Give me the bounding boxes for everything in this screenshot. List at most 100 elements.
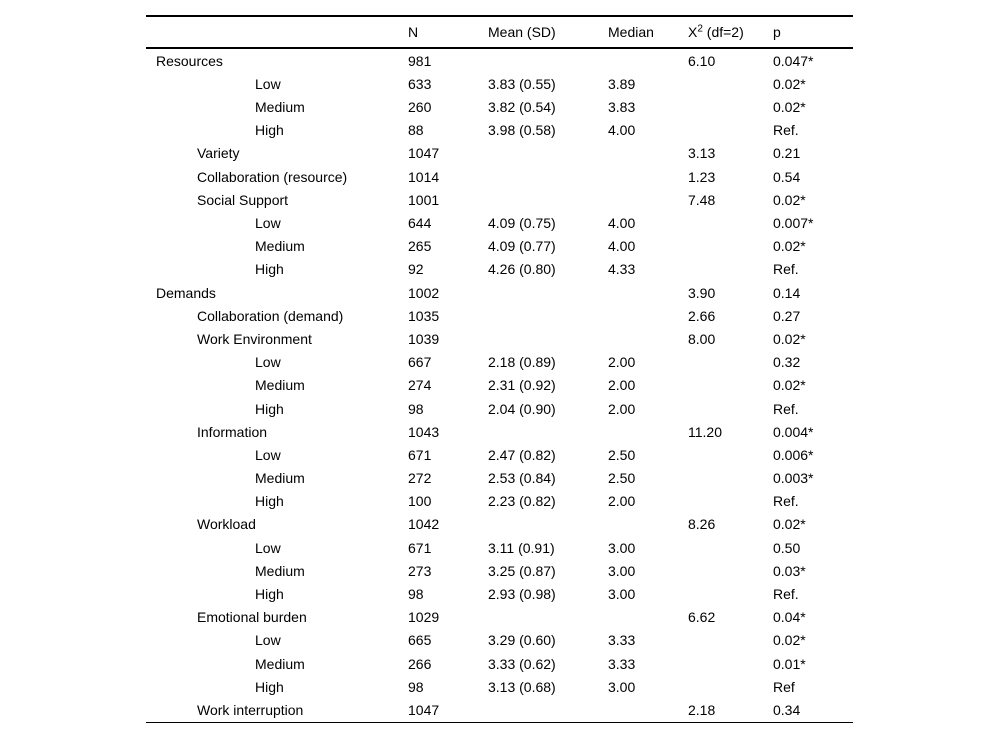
cell-chi-square: 2.18 [688,701,716,718]
table-row: Medium 274 2.31 (0.92) 2.00 0.02* [146,374,853,397]
cell-n: 671 [408,446,432,463]
header-median: Median [608,23,654,40]
cell-mean-sd: 2.47 (0.82) [488,446,556,463]
cell-n: 1043 [408,423,440,440]
cell-n: 92 [408,261,424,278]
row-label: Low [255,539,281,556]
cell-p-value: Ref [773,678,795,695]
cell-p-value: Ref. [773,122,799,139]
cell-median: 3.83 [608,99,636,116]
cell-chi-square: 6.10 [688,52,716,69]
cell-chi-square: 7.48 [688,191,716,208]
cell-mean-sd: 2.31 (0.92) [488,377,556,394]
table-row: Collaboration (demand) 1035 2.66 0.27 [146,304,853,327]
table-row: Resources 981 6.10 0.047* [146,49,853,72]
cell-mean-sd: 3.83 (0.55) [488,75,556,92]
cell-p-value: 0.34 [773,701,801,718]
row-label: High [255,586,284,602]
row-label: Medium [255,99,305,116]
cell-n: 274 [408,377,432,394]
row-label: Medium [255,470,305,487]
cell-n: 633 [408,75,432,92]
cell-p-value: 0.14 [773,284,801,301]
row-label: High [255,400,284,417]
cell-mean-sd: 3.98 (0.58) [488,122,556,139]
row-label: Demands [156,284,216,301]
cell-n: 88 [408,122,424,139]
cell-p-value: 0.54 [773,168,801,185]
table-row: Medium 273 3.25 (0.87) 3.00 0.03* [146,559,853,582]
cell-median: 2.00 [608,354,636,371]
cell-p-value: 0.04* [773,609,806,626]
cell-n: 667 [408,354,432,371]
table-header-row: N Mean (SD) Median X2 (df=2) p [146,17,853,47]
cell-p-value: 0.02* [773,191,806,208]
cell-median: 3.33 [608,632,636,649]
table-body: Resources 981 6.10 0.047* Low 633 3.83 (0.55) 3… [146,49,853,721]
cell-mean-sd: 2.23 (0.82) [488,493,556,510]
table-row: Medium 260 3.82 (0.54) 3.83 0.02* [146,95,853,118]
table-row: Variety 1047 3.13 0.21 [146,142,853,165]
row-label: Medium [255,562,305,579]
cell-n: 1042 [408,516,440,533]
row-label: High [255,678,284,695]
cell-p-value: Ref. [773,261,799,278]
cell-p-value: 0.007* [773,215,814,231]
cell-p-value: 0.21 [773,145,801,162]
table-row: High 98 2.04 (0.90) 2.00 Ref. [146,397,853,420]
cell-p-value: 0.02* [773,330,806,347]
row-label: Variety [197,145,240,162]
cell-n: 266 [408,655,432,672]
cell-chi-square: 8.26 [688,516,716,533]
table-row: Information 1043 11.20 0.004* [146,420,853,443]
cell-p-value: Ref. [773,586,799,602]
cell-mean-sd: 2.93 (0.98) [488,586,556,602]
table-row: Medium 272 2.53 (0.84) 2.50 0.003* [146,466,853,489]
cell-n: 100 [408,493,432,510]
cell-median: 3.89 [608,75,636,92]
header-mean-sd: Mean (SD) [488,23,556,40]
table-row: High 88 3.98 (0.58) 4.00 Ref. [146,119,853,142]
cell-n: 1014 [408,168,440,185]
cell-mean-sd: 3.11 (0.91) [488,539,555,556]
statistics-table: N Mean (SD) Median X2 (df=2) p Resources… [146,15,853,724]
cell-p-value: 0.02* [773,377,806,394]
cell-chi-square: 3.90 [688,284,716,301]
cell-mean-sd: 4.26 (0.80) [488,261,556,278]
table-row: Social Support 1001 7.48 0.02* [146,188,853,211]
cell-p-value: 0.006* [773,446,814,463]
cell-mean-sd: 2.04 (0.90) [488,400,556,417]
cell-median: 3.00 [608,539,636,556]
header-n: N [408,23,419,40]
table-row: Low 671 2.47 (0.82) 2.50 0.006* [146,443,853,466]
cell-p-value: Ref. [773,493,799,510]
table-row: Low 644 4.09 (0.75) 4.00 0.007* [146,211,853,234]
cell-p-value: 0.50 [773,539,801,556]
table-bottom-rule [146,721,853,724]
cell-median: 3.00 [608,562,636,579]
cell-chi-square: 1.23 [688,168,716,185]
cell-mean-sd: 2.18 (0.89) [488,354,556,371]
cell-n: 98 [408,400,424,417]
table-row: Emotional burden 1029 6.62 0.04* [146,606,853,629]
chi-df: (df=2) [702,23,744,40]
row-label: Low [255,75,281,92]
cell-mean-sd: 3.33 (0.62) [488,655,556,672]
cell-chi-square: 6.62 [688,609,716,626]
cell-median: 2.00 [608,400,636,417]
row-label: Low [255,354,281,371]
row-label: High [255,493,284,510]
cell-median: 2.00 [608,493,636,510]
table-row: Medium 266 3.33 (0.62) 3.33 0.01* [146,652,853,675]
row-label: Low [255,632,281,649]
table-row: High 98 2.93 (0.98) 3.00 Ref. [146,582,853,605]
row-label: Information [197,423,268,440]
cell-chi-square: 11.20 [688,423,722,440]
table-row: Work Environment 1039 8.00 0.02* [146,327,853,350]
cell-median: 3.00 [608,678,636,695]
row-label: High [255,122,284,139]
cell-p-value: 0.02* [773,516,806,533]
cell-median: 3.33 [608,655,636,672]
cell-mean-sd: 3.82 (0.54) [488,99,556,116]
table-row: Workload 1042 8.26 0.02* [146,513,853,536]
